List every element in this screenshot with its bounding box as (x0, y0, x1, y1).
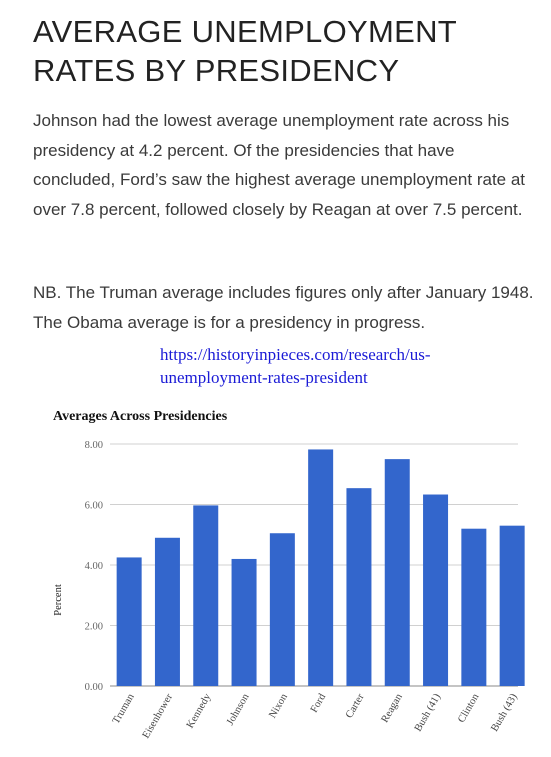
bar-reagan (384, 459, 410, 686)
bar-ford (308, 449, 334, 686)
source-link[interactable]: https://historyinpieces.com/research/us-… (160, 345, 431, 387)
x-category-label: Kennedy (185, 691, 214, 730)
x-category-label: Bush (41) (413, 692, 444, 734)
source-link-line-2: unemployment-rates-president (160, 368, 368, 387)
x-category-label: Carter (344, 692, 367, 721)
bar-kennedy (193, 505, 219, 686)
bar-bush-43 (499, 525, 525, 686)
x-category-label: Johnson (225, 691, 252, 727)
bar-truman (116, 557, 142, 686)
bar-johnson (231, 558, 257, 686)
source-link-block: https://historyinpieces.com/research/us-… (160, 343, 540, 389)
x-category-label: Reagan (380, 691, 406, 724)
y-axis-title: Percent (53, 584, 64, 616)
y-tick-label: 2.00 (85, 622, 103, 633)
bar-clinton (461, 528, 487, 686)
summary-paragraph: Johnson had the lowest average unemploym… (33, 111, 526, 219)
x-category-label: Clinton (456, 691, 482, 724)
page-title-line-2: RATES BY PRESIDENCY (33, 53, 400, 88)
x-axis-category-labels: Truman Eisenhower Kennedy Johnson Nixon Ford C… (111, 691, 520, 740)
x-category-label: Truman (111, 691, 137, 726)
y-tick-label: 4.00 (85, 561, 103, 572)
y-tick-label: 0.00 (85, 682, 103, 693)
x-category-label: Ford (309, 691, 329, 714)
x-category-label: Bush (43) (489, 692, 520, 734)
source-link-line-1: https://historyinpieces.com/research/us- (160, 345, 431, 364)
bar-bush-41 (423, 494, 449, 686)
bar-carter (346, 488, 372, 686)
x-category-label: Nixon (267, 691, 290, 720)
y-tick-label: 6.00 (85, 501, 103, 512)
note-paragraph: NB. The Truman average includes figures … (33, 283, 534, 332)
bar-nixon (269, 533, 295, 686)
page-title-line-1: AVERAGE UNEMPLOYMENT (33, 14, 458, 49)
page-title: AVERAGE UNEMPLOYMENT RATES BY PRESIDENCY (33, 12, 543, 90)
bar-eisenhower (154, 537, 180, 686)
y-axis-tick-labels: 0.00 2.00 4.00 6.00 8.00 (85, 440, 103, 693)
chart-title: Averages Across Presidencies (53, 409, 228, 424)
bars (116, 449, 525, 686)
bar-chart: 0.00 2.00 4.00 6.00 8.00 Truman Eisenhower Ken… (53, 440, 525, 740)
x-category-label: Eisenhower (141, 692, 176, 741)
y-tick-label: 8.00 (85, 440, 103, 451)
